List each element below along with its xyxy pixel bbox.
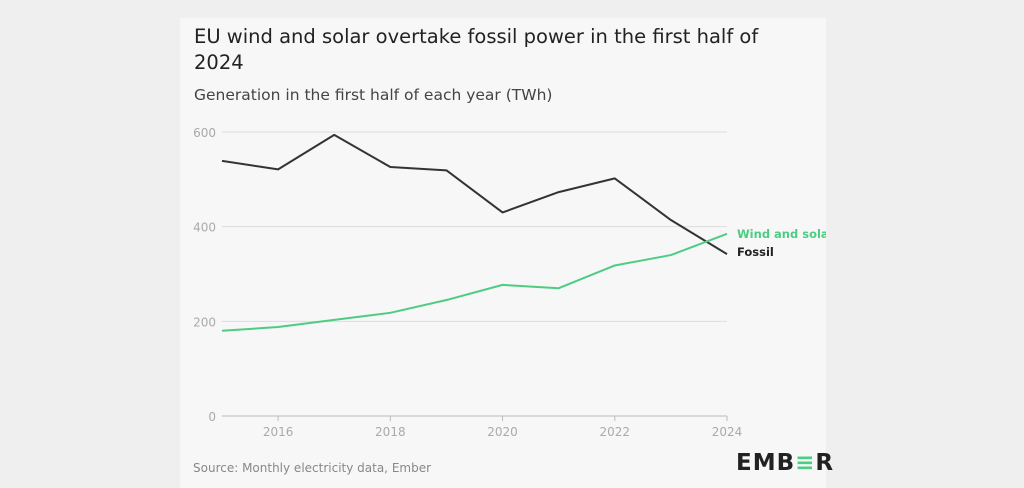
source-note: Source: Monthly electricity data, Ember — [193, 461, 432, 475]
x-tick-label: 2018 — [375, 425, 406, 439]
series-label: Wind and solar — [737, 227, 826, 241]
y-tick-label: 0 — [208, 410, 216, 424]
y-tick-label: 400 — [193, 221, 216, 235]
x-tick-label: 2022 — [600, 425, 631, 439]
y-tick-label: 200 — [193, 315, 216, 329]
series-line-fossil — [221, 133, 728, 255]
series-line-wind-and-solar — [221, 232, 728, 332]
x-tick-label: 2016 — [263, 425, 294, 439]
y-tick-label: 600 — [193, 126, 216, 140]
chart-card: EU wind and solar overtake fossil power … — [180, 18, 833, 488]
series-label: Fossil — [737, 245, 774, 259]
x-tick-label: 2020 — [487, 425, 518, 439]
ember-logo: EMB≡R — [736, 450, 835, 476]
chart-title: EU wind and solar overtake fossil power … — [194, 25, 759, 74]
x-tick-label: 2024 — [712, 425, 743, 439]
line-chart: 0 200 400 600 2016 2018 2020 2022 2024 Fossil Wind… — [193, 126, 826, 439]
chart-subtitle: Generation in the first half of each yea… — [194, 86, 553, 104]
